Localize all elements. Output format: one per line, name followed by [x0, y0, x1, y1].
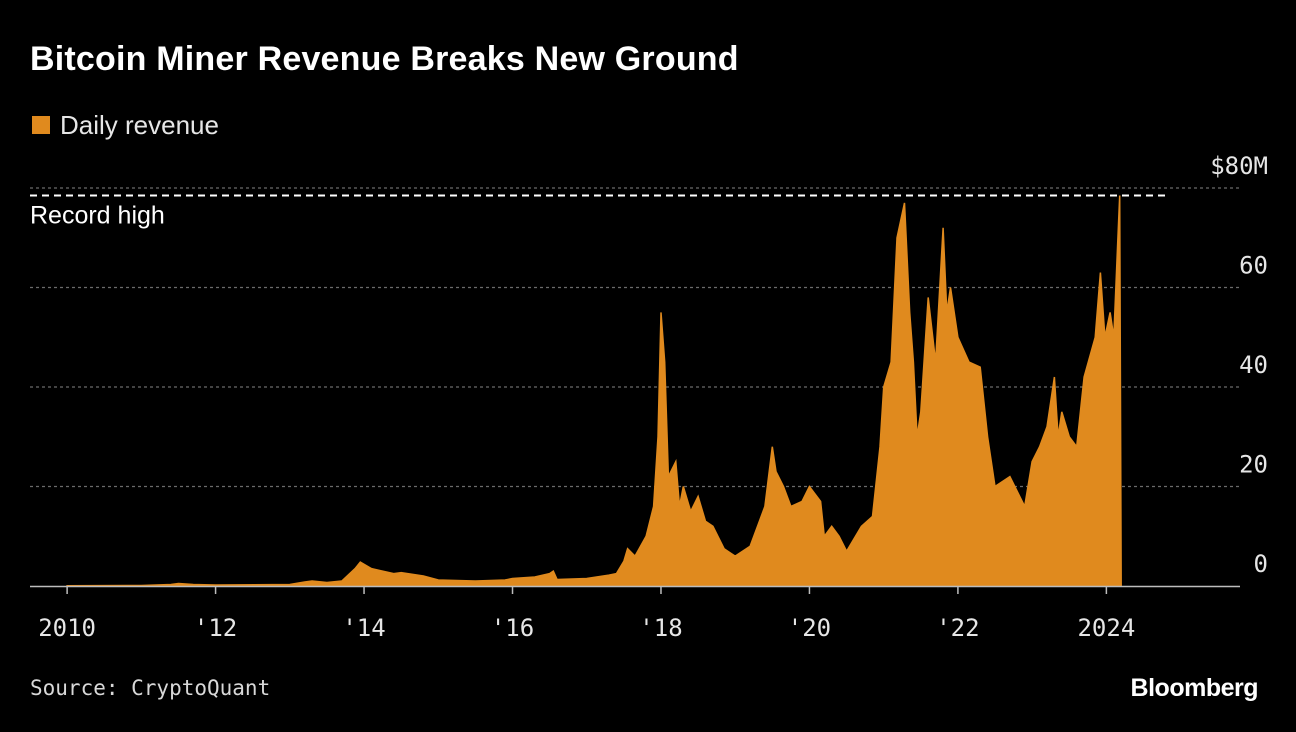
x-tick-label: '16 [491, 614, 534, 642]
x-tick-label: '18 [639, 614, 682, 642]
record-high-label: Record high [30, 201, 165, 229]
revenue-area [66, 195, 1122, 587]
x-tick-label: 2024 [1077, 614, 1135, 642]
y-tick-label: 60 [1239, 252, 1268, 280]
area-layer [66, 195, 1122, 587]
axis-layer: $80M 60 40 20 0 2010 '12 '14 '16 '18 '20 '22 2024 [30, 152, 1268, 642]
x-tick-label: '12 [194, 614, 237, 642]
chart-title: Bitcoin Miner Revenue Breaks New Ground [30, 40, 739, 78]
x-tick-label: 2010 [38, 614, 96, 642]
x-tick-label: '20 [788, 614, 831, 642]
x-tick-label: '14 [342, 614, 385, 642]
y-tick-label: $80M [1210, 152, 1268, 180]
x-tick-label: '22 [936, 614, 979, 642]
y-tick-label: 20 [1239, 451, 1268, 479]
annotation-layer: Record high [30, 194, 1165, 229]
legend-label: Daily revenue [60, 109, 219, 140]
source-note: Source: CryptoQuant [30, 676, 271, 700]
legend-swatch [32, 116, 50, 134]
bloomberg-logo: Bloomberg [1130, 674, 1259, 702]
y-tick-label: 40 [1239, 351, 1268, 379]
y-tick-label: 0 [1254, 550, 1268, 578]
legend: Daily revenue [32, 110, 219, 140]
